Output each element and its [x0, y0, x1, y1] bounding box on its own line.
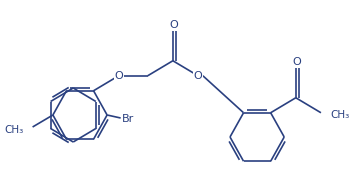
Text: O: O	[194, 71, 202, 81]
Text: CH₃: CH₃	[5, 125, 24, 135]
Text: O: O	[114, 71, 123, 81]
Text: Br: Br	[122, 114, 134, 124]
Text: O: O	[169, 20, 178, 30]
Text: O: O	[293, 57, 301, 67]
Text: CH₃: CH₃	[331, 110, 350, 120]
